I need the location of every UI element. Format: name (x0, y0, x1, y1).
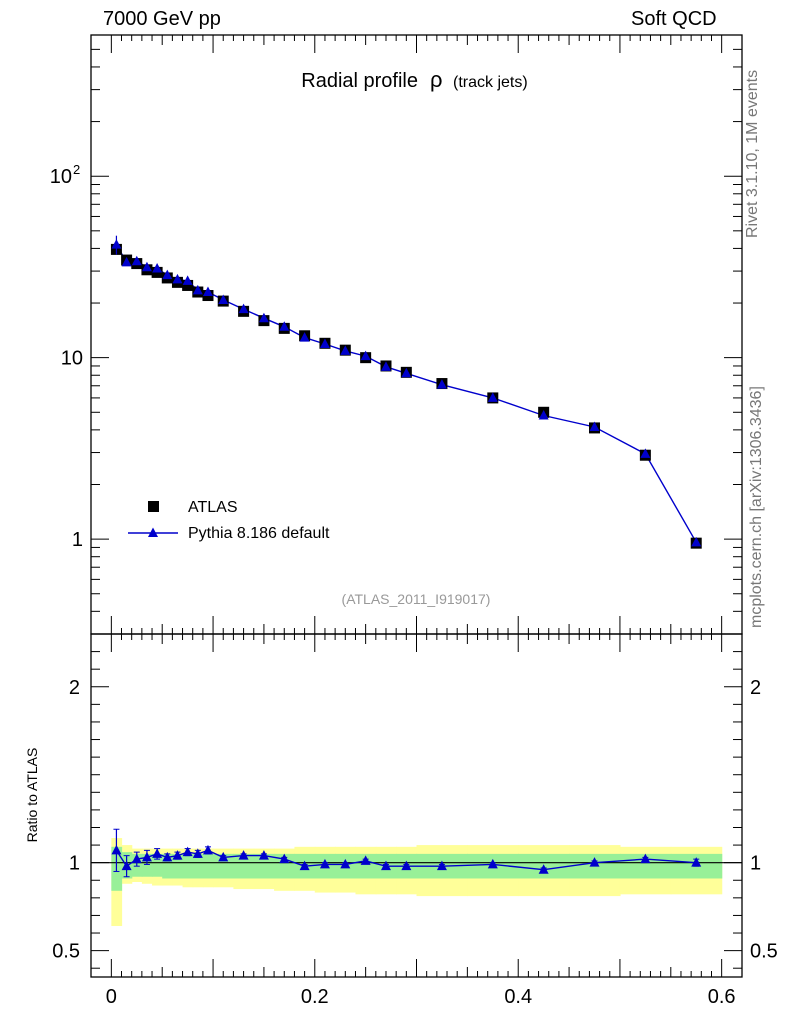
pythia-point (202, 286, 213, 297)
pythia-line (115, 244, 697, 543)
ratio-point (152, 848, 163, 858)
ratio-y-tick-label-right: 1 (750, 853, 761, 875)
header-left: 7000 GeV pp (103, 8, 221, 30)
ratio-point (218, 851, 229, 862)
ratio-point (202, 844, 213, 855)
ratio-point (279, 853, 290, 864)
pythia-point (538, 410, 549, 420)
ratio-y-tick-label: 1 (69, 853, 80, 875)
pythia-point (182, 275, 193, 285)
y-tick-label: 10 (50, 166, 72, 188)
pythia-point (238, 303, 249, 314)
y-tick-label: 10 (61, 348, 83, 370)
pythia-point (319, 338, 330, 348)
ratio-band-inner (202, 853, 214, 879)
pythia-point (162, 269, 173, 280)
atlas-point (182, 279, 194, 291)
pythia-point (589, 421, 600, 431)
ratio-panel: 0 0.2 0.4 0.6 0.5 0.5 1 1 2 2 (52, 35, 778, 1008)
ratio-band-inner (182, 853, 194, 879)
ratio-band-inner (192, 853, 204, 879)
pythia-point (401, 367, 412, 378)
ratio-point (182, 846, 193, 857)
pythia-point (691, 536, 702, 547)
ratio-band-inner (152, 853, 163, 877)
header-right: Soft QCD (631, 8, 717, 30)
ratio-band-inner (141, 853, 153, 877)
x-tick-label: 0.2 (301, 986, 329, 1008)
pythia-point (487, 392, 498, 402)
legend-entry-atlas: ATLAS (188, 499, 238, 516)
y-tick-label-exponent: 2 (73, 162, 80, 177)
ratio-point (589, 857, 600, 867)
pythia-point (152, 262, 163, 273)
pythia-point (111, 239, 122, 249)
pythia-point (279, 321, 290, 331)
ratio-point (192, 848, 203, 858)
main-title: Radial profile (301, 70, 418, 92)
ratio-point (172, 850, 183, 860)
ratio-point (401, 860, 412, 871)
ratio-point (640, 853, 651, 864)
ratio-band-inner (274, 853, 296, 879)
ratio-y-tick-label: 0.5 (52, 941, 80, 963)
ratio-band-inner (233, 853, 255, 879)
pythia-point (258, 312, 269, 323)
pythia-point (121, 256, 132, 267)
legend-atlas-marker (148, 501, 159, 512)
ratio-ylabel: Ratio to ATLAS (24, 748, 40, 843)
ratio-point (258, 850, 269, 860)
pythia-point (299, 332, 310, 342)
ratio-point (131, 853, 142, 864)
ratio-point (436, 860, 447, 871)
ratio-band-inner (355, 853, 377, 879)
ratio-point (360, 855, 371, 865)
ratio-point (299, 860, 310, 871)
ratio-y-tick-label-right: 0.5 (750, 941, 778, 963)
ratio-point (691, 857, 702, 867)
pythia-point (640, 448, 651, 458)
ratio-band-inner (213, 853, 235, 879)
main-title-symbol: ρ (430, 67, 443, 92)
pythia-point (340, 345, 351, 355)
ratio-band-inner (172, 853, 184, 879)
legend-entry-pythia: Pythia 8.186 default (188, 525, 330, 542)
ratio-point (238, 850, 249, 860)
analysis-tag: (ATLAS_2011_I919017) (342, 591, 491, 607)
pythia-point (131, 255, 142, 266)
pythia-point (360, 350, 371, 361)
ratio-y-tick-label: 2 (69, 677, 80, 699)
pythia-point (218, 294, 229, 304)
ratio-point (380, 860, 391, 871)
ratio-point (538, 864, 549, 874)
pythia-point (380, 361, 391, 371)
ratio-point (141, 851, 152, 862)
x-tick-label: 0.4 (504, 986, 532, 1008)
pythia-point (192, 284, 203, 295)
ratio-band-inner (162, 853, 173, 879)
legend-pythia-marker (148, 527, 158, 537)
ratio-point (111, 844, 122, 855)
x-tick-label: 0 (106, 986, 117, 1008)
y-tick-label: 1 (72, 529, 83, 551)
pythia-point (172, 273, 183, 284)
pythia-point (436, 379, 447, 389)
ratio-frame (90, 633, 743, 978)
main-frame (90, 34, 743, 635)
ratio-y-tick-label-right: 2 (750, 677, 761, 699)
ratio-point (487, 858, 498, 869)
ratio-point (121, 860, 132, 871)
x-tick-label: 0.6 (708, 986, 736, 1008)
ratio-band-inner (253, 853, 275, 879)
ratio-point (340, 858, 351, 869)
ratio-point (162, 851, 173, 862)
main-title-suffix: (track jets) (453, 74, 528, 91)
ratio-point (319, 858, 330, 869)
pythia-point (141, 261, 152, 272)
